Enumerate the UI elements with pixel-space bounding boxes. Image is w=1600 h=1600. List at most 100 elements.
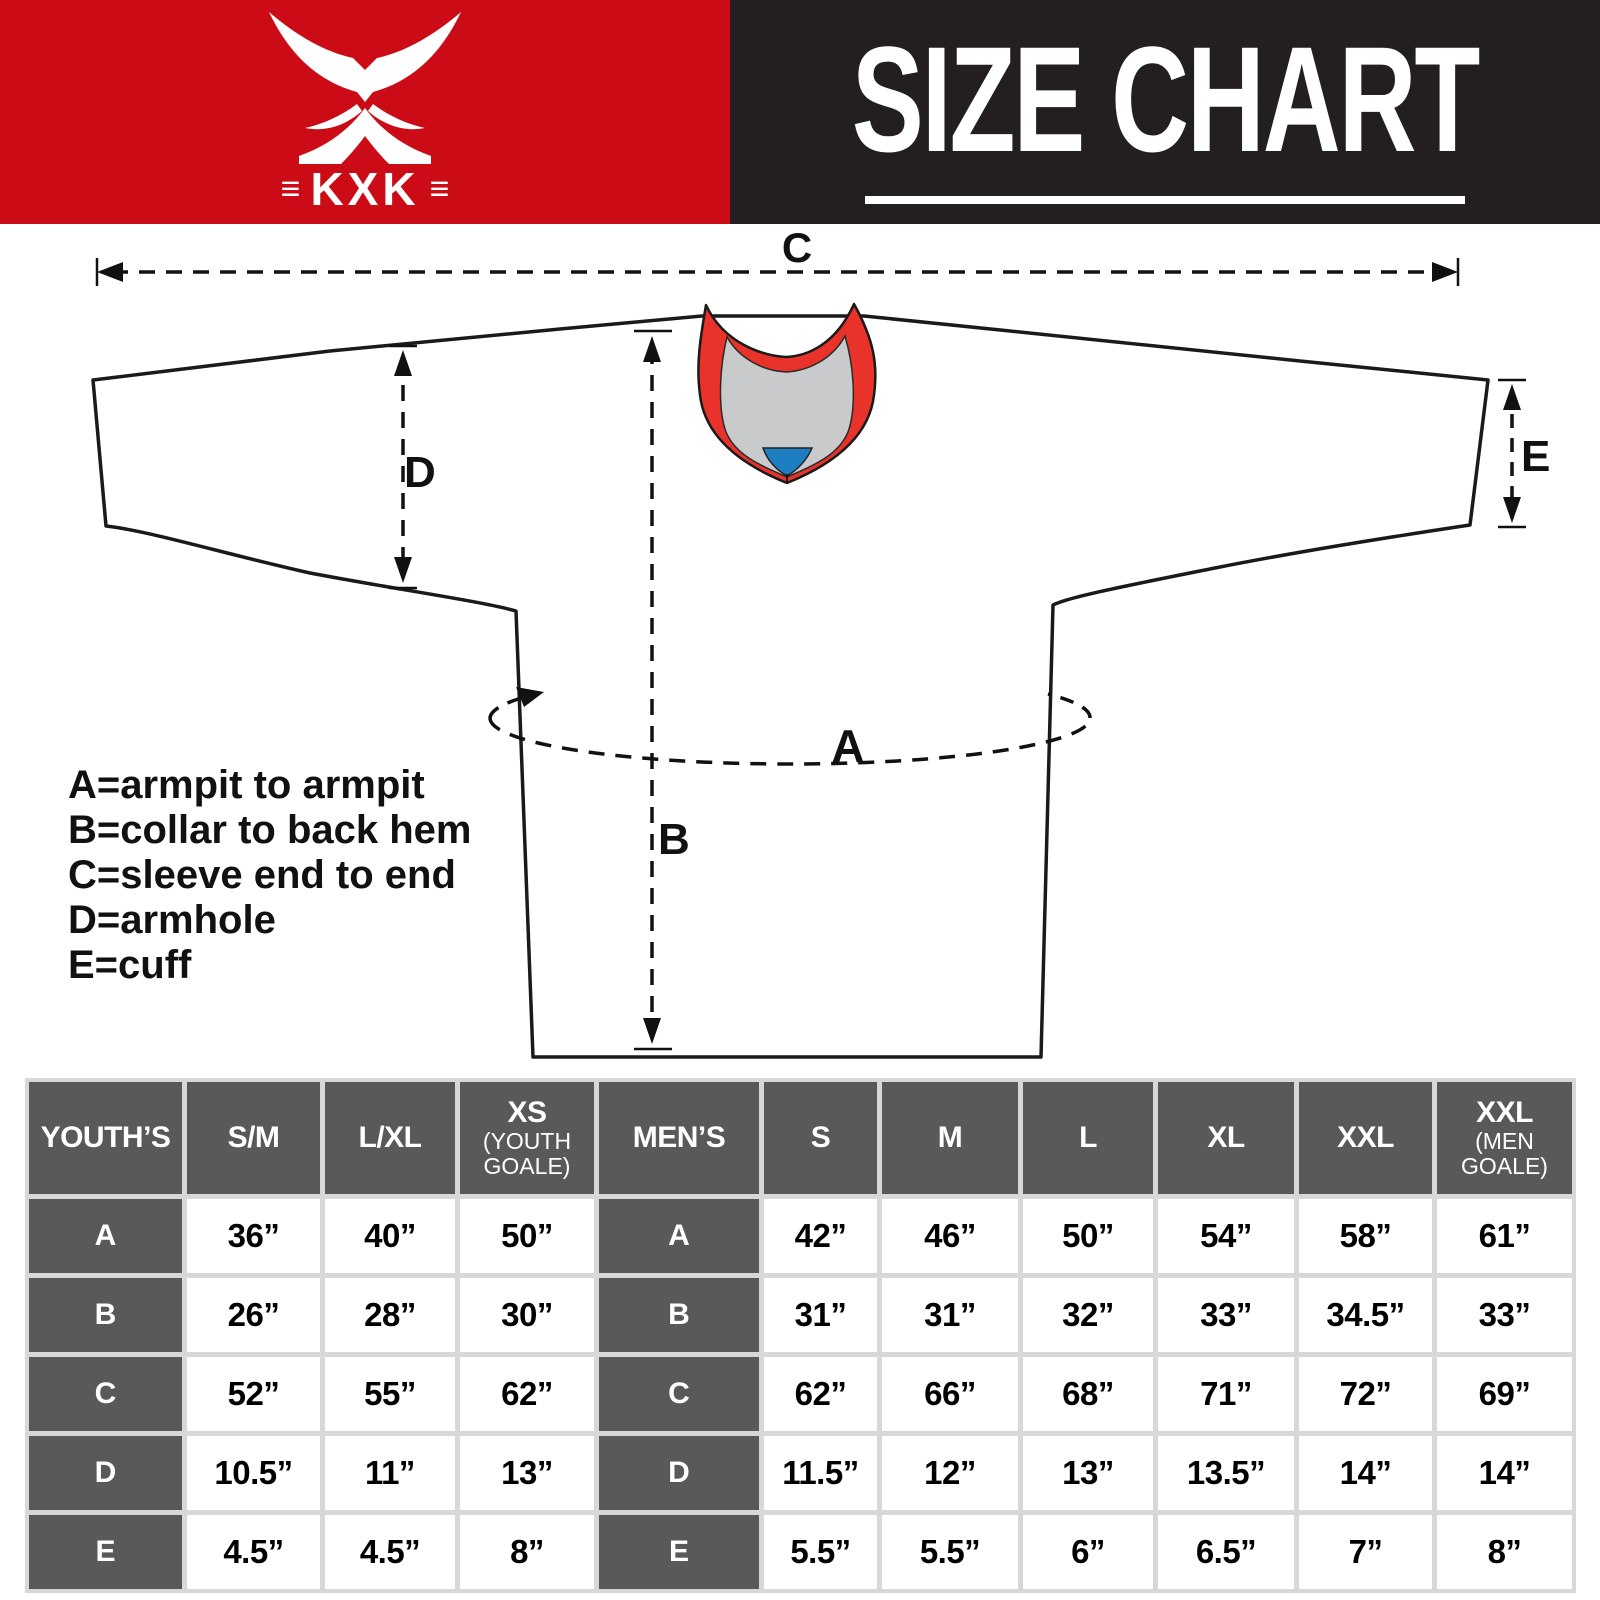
size-value-cell: 14” — [1437, 1436, 1572, 1510]
brand-name: KXK — [310, 163, 420, 215]
size-value-cell: 11” — [325, 1436, 455, 1510]
col-header-sublabel: (YOUTH GOALE) — [482, 1128, 572, 1180]
col-header-label: XL — [1207, 1120, 1245, 1154]
col-header-label: YOUTH’S — [40, 1120, 171, 1154]
row-label-cell: C — [599, 1357, 759, 1431]
size-value-cell: 62” — [460, 1357, 594, 1431]
size-value-cell: 31” — [882, 1278, 1018, 1352]
size-value-cell: 4.5” — [325, 1515, 455, 1589]
size-value-cell: 13” — [460, 1436, 594, 1510]
col-header-m: M — [882, 1082, 1018, 1194]
header: ≡ KXK ≡ SIZE CHART — [0, 0, 1600, 224]
size-value-cell: 61” — [1437, 1199, 1572, 1273]
size-value-cell: 8” — [1437, 1515, 1572, 1589]
label-b: B — [658, 815, 690, 864]
triple-bar-icon: ≡ — [429, 170, 450, 208]
jersey-measurement-diagram: C D B E — [68, 224, 1550, 1059]
arrow-b — [634, 329, 672, 1051]
row-label-cell: B — [599, 1278, 759, 1352]
size-value-cell: 54” — [1158, 1199, 1294, 1273]
row-label-cell: D — [599, 1436, 759, 1510]
measurement-legend: A=armpit to armpit B=collar to back hem … — [68, 763, 471, 987]
jersey-outline — [91, 314, 1490, 1059]
size-value-cell: 6” — [1023, 1515, 1153, 1589]
arrow-a — [488, 687, 1092, 766]
col-header-label: XS — [507, 1095, 547, 1129]
collar-inner — [719, 334, 855, 478]
brand-wordmark: ≡ KXK ≡ — [281, 166, 450, 212]
size-value-cell: 50” — [1023, 1199, 1153, 1273]
size-value-cell: 71” — [1158, 1357, 1294, 1431]
size-value-cell: 42” — [764, 1199, 877, 1273]
col-header-xs: XS (YOUTH GOALE) — [460, 1082, 594, 1194]
size-value-cell: 11.5” — [764, 1436, 877, 1510]
kxk-emblem-icon — [269, 12, 461, 164]
legend-line-c: C=sleeve end to end — [68, 853, 456, 897]
col-header-label: L — [1079, 1120, 1097, 1154]
triple-bar-icon: ≡ — [280, 170, 301, 208]
size-value-cell: 72” — [1299, 1357, 1432, 1431]
col-header-sublabel: (MEN GOALE) — [1461, 1128, 1548, 1180]
row-label-cell: B — [29, 1278, 182, 1352]
size-value-cell: 12” — [882, 1436, 1018, 1510]
row-label-cell: A — [29, 1199, 182, 1273]
col-header-label: S/M — [227, 1120, 280, 1154]
col-header-label: M — [937, 1120, 963, 1154]
col-header-s: S — [764, 1082, 877, 1194]
title-underline — [865, 196, 1465, 204]
label-a: A — [831, 720, 864, 772]
size-value-cell: 5.5” — [764, 1515, 877, 1589]
size-value-cell: 4.5” — [187, 1515, 320, 1589]
size-value-cell: 36” — [187, 1199, 320, 1273]
size-value-cell: 52” — [187, 1357, 320, 1431]
size-value-cell: 5.5” — [882, 1515, 1018, 1589]
col-header-label: L/XL — [358, 1120, 423, 1154]
row-label-cell: C — [29, 1357, 182, 1431]
size-value-cell: 68” — [1023, 1357, 1153, 1431]
col-header-lxl: L/XL — [325, 1082, 455, 1194]
arrow-c — [95, 258, 1460, 286]
size-value-cell: 10.5” — [187, 1436, 320, 1510]
size-value-cell: 55” — [325, 1357, 455, 1431]
label-c: C — [782, 224, 812, 271]
size-value-cell: 13.5” — [1158, 1436, 1294, 1510]
size-value-cell: 58” — [1299, 1199, 1432, 1273]
arrow-e — [1498, 378, 1526, 529]
legend-line-b: B=collar to back hem — [68, 808, 471, 852]
col-header-sm: S/M — [187, 1082, 320, 1194]
size-table: YOUTH’S S/M L/XL XS (YOUTH GOALE) MEN’S S M L XL X… — [25, 1078, 1576, 1593]
legend-line-e: E=cuff — [68, 943, 192, 987]
size-value-cell: 14” — [1299, 1436, 1432, 1510]
size-value-cell: 50” — [460, 1199, 594, 1273]
arrow-d — [389, 344, 417, 590]
size-value-cell: 46” — [882, 1199, 1018, 1273]
size-value-cell: 7” — [1299, 1515, 1432, 1589]
col-header-label: XXL — [1476, 1095, 1533, 1129]
size-value-cell: 28” — [325, 1278, 455, 1352]
row-label-cell: D — [29, 1436, 182, 1510]
page-title: SIZE CHART — [851, 15, 1481, 183]
size-value-cell: 33” — [1158, 1278, 1294, 1352]
legend-line-a: A=armpit to armpit — [68, 763, 425, 807]
col-header-mens: MEN’S — [599, 1082, 759, 1194]
size-value-cell: 30” — [460, 1278, 594, 1352]
row-label-cell: E — [599, 1515, 759, 1589]
size-value-cell: 62” — [764, 1357, 877, 1431]
col-header-label: S — [810, 1120, 831, 1154]
size-value-cell: 6.5” — [1158, 1515, 1294, 1589]
size-value-cell: 13” — [1023, 1436, 1153, 1510]
col-header-xl: XL — [1158, 1082, 1294, 1194]
col-header-xxl: XXL (MEN GOALE) — [1437, 1082, 1572, 1194]
size-value-cell: 31” — [764, 1278, 877, 1352]
size-value-cell: 66” — [882, 1357, 1018, 1431]
title-panel: SIZE CHART — [730, 0, 1600, 224]
col-header-label: MEN’S — [632, 1120, 726, 1154]
size-value-cell: 40” — [325, 1199, 455, 1273]
size-value-cell: 8” — [460, 1515, 594, 1589]
legend-line-d: D=armhole — [68, 898, 276, 942]
row-label-cell: A — [599, 1199, 759, 1273]
size-value-cell: 34.5” — [1299, 1278, 1432, 1352]
size-value-cell: 32” — [1023, 1278, 1153, 1352]
row-label-cell: E — [29, 1515, 182, 1589]
